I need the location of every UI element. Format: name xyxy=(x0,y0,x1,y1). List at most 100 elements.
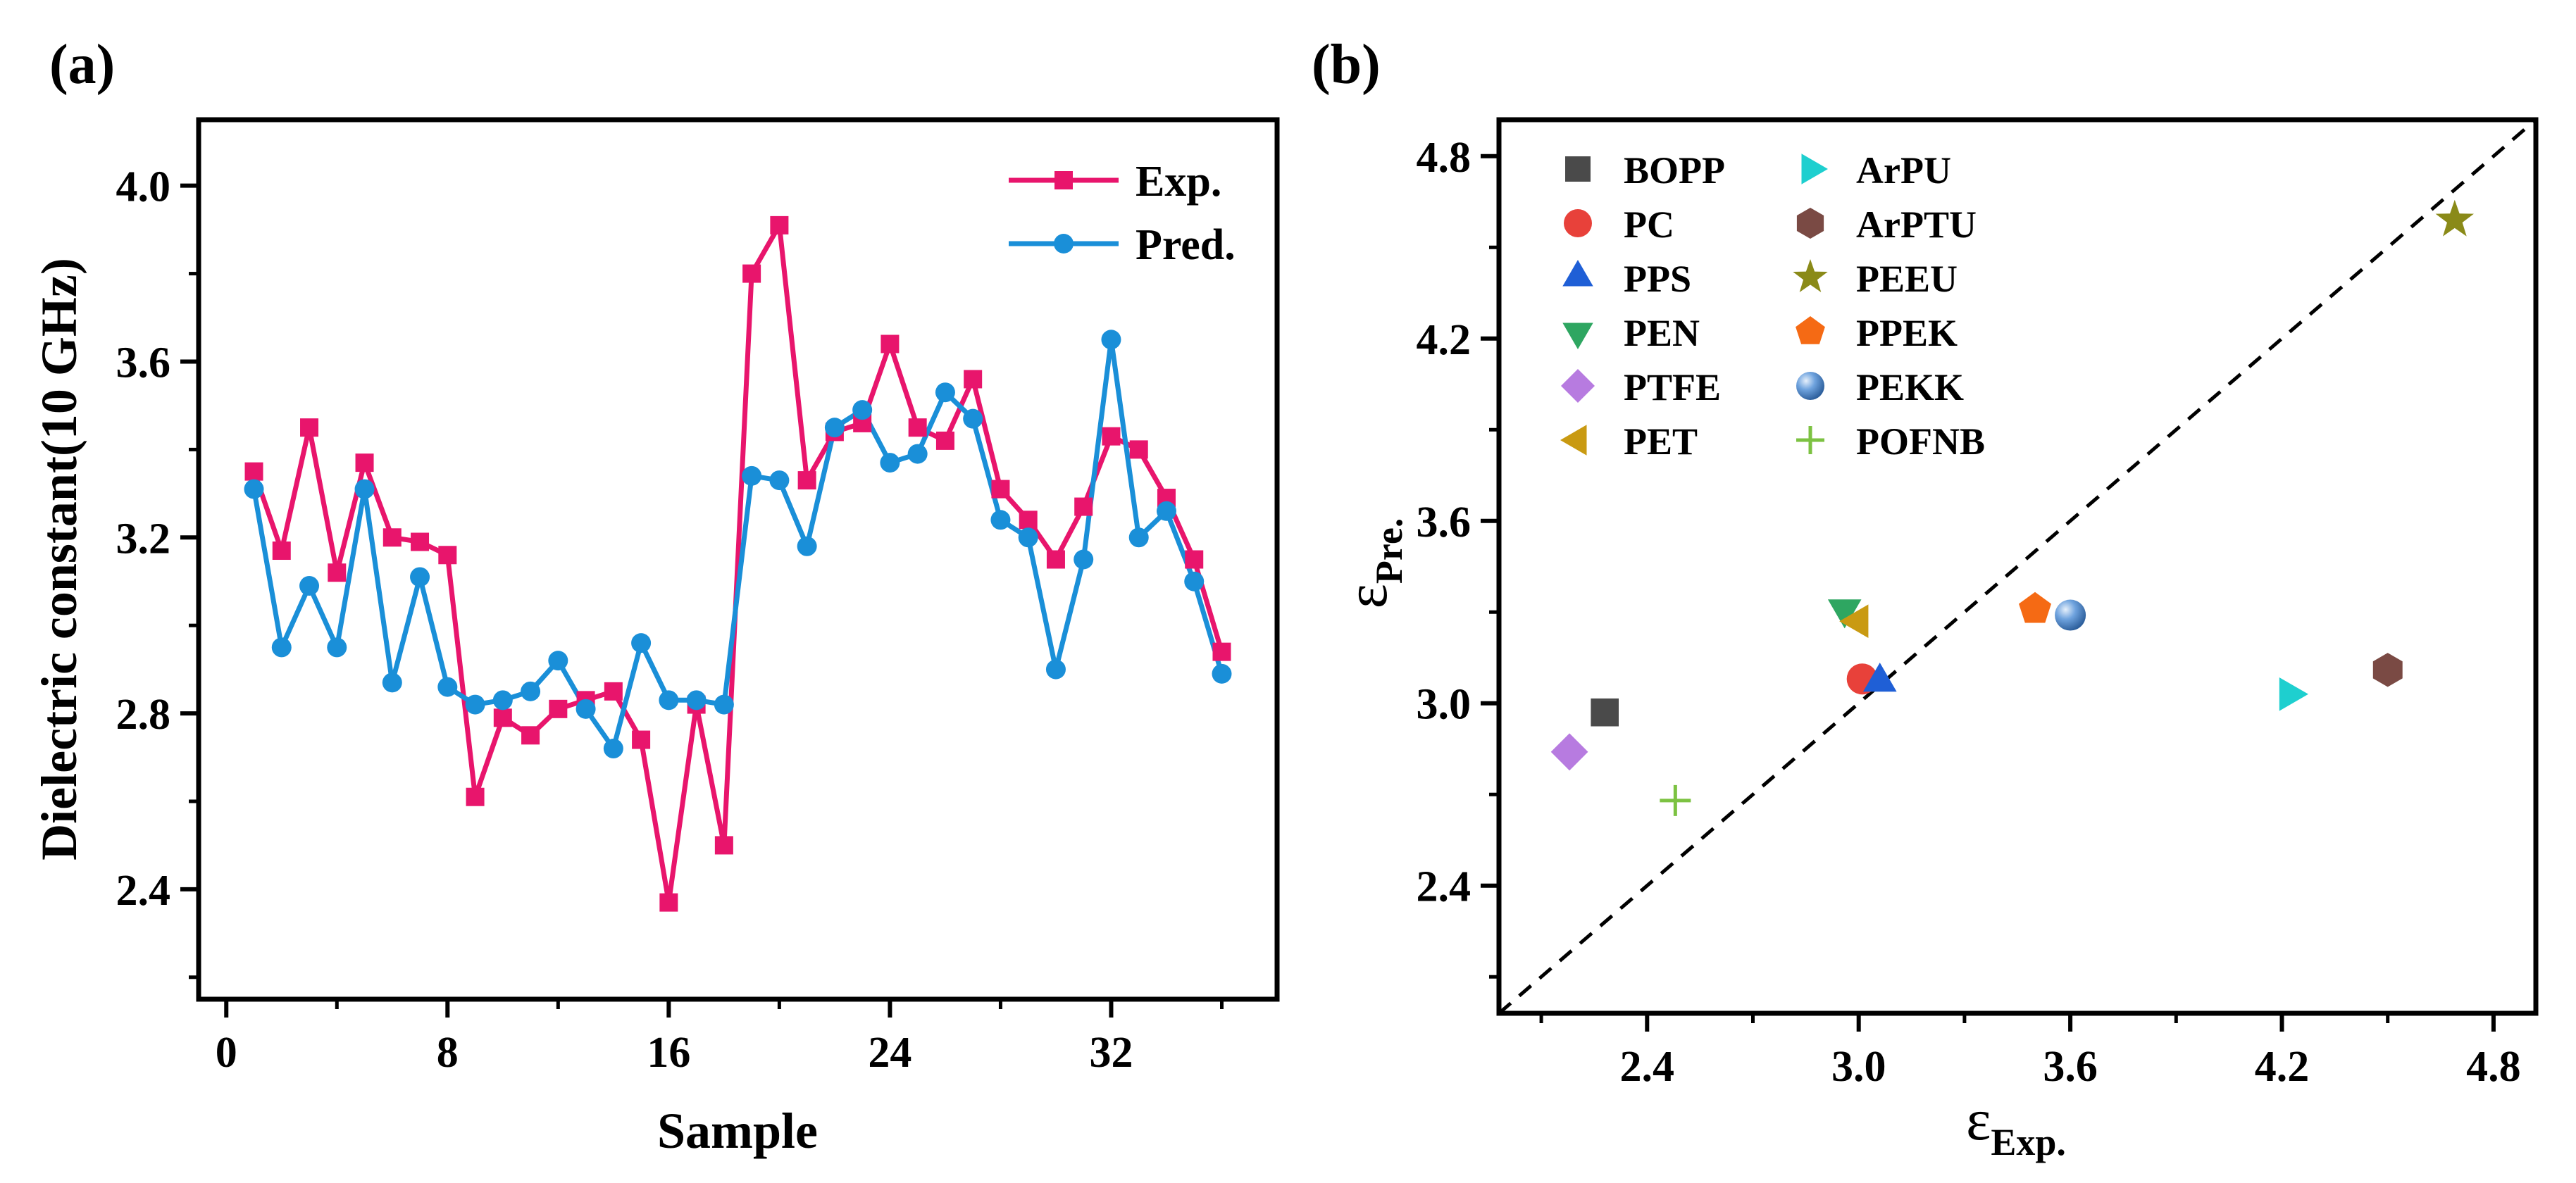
panel-b-ylabel: εPre. xyxy=(1334,518,1410,609)
point-exp xyxy=(991,480,1010,499)
legend-label-arptu: ArPTU xyxy=(1856,204,1977,246)
legend-label-bopp: BOPP xyxy=(1624,149,1725,192)
point-pred xyxy=(327,637,347,658)
y-tick-label: 2.4 xyxy=(116,867,171,915)
point-pred xyxy=(244,479,264,499)
point-exp xyxy=(521,726,540,745)
point-exp xyxy=(770,215,789,234)
panel-a-legend: Exp. Pred. xyxy=(1009,158,1236,269)
legend-marker-pc xyxy=(1564,209,1592,237)
point-pred xyxy=(548,651,568,671)
series-line-pred xyxy=(251,337,1224,751)
legend-label-peeu: PEEU xyxy=(1856,258,1958,300)
point-pred xyxy=(990,510,1011,530)
point-exp xyxy=(1074,497,1093,516)
legend-label: Exp. xyxy=(1135,158,1221,206)
legend-marker-pps xyxy=(1562,260,1593,287)
point-pred xyxy=(935,382,955,403)
point-pred xyxy=(714,694,734,715)
legend-label-arpu: ArPU xyxy=(1856,149,1951,192)
point-pps xyxy=(1862,663,1897,692)
x-tick-label: 32 xyxy=(1089,1029,1133,1077)
point-pred xyxy=(852,400,873,420)
point-pred xyxy=(271,637,292,658)
point-pred xyxy=(299,575,320,596)
panel-b-xlabel-main: ε xyxy=(1966,1087,1991,1153)
point-exp xyxy=(493,708,512,727)
point-exp xyxy=(908,418,927,437)
point-exp xyxy=(1129,440,1148,459)
panel-b-ylabel-main: ε xyxy=(1334,584,1400,608)
point-exp xyxy=(714,836,733,855)
point-exp xyxy=(881,334,900,353)
point-exp xyxy=(742,264,761,283)
point-pred xyxy=(1045,659,1066,680)
point-pred xyxy=(354,479,375,499)
legend-marker-ptfe xyxy=(1561,369,1595,403)
point-peeu xyxy=(2435,199,2474,237)
legend-label-ppek: PPEK xyxy=(1856,312,1958,354)
legend-marker-peeu xyxy=(1793,259,1828,292)
panel-a-xlabel: Sample xyxy=(657,1103,818,1159)
legend-marker xyxy=(1054,171,1073,189)
panel-b-ylabel-sub: Pre. xyxy=(1368,518,1410,584)
point-pred xyxy=(1101,330,1121,350)
y-tick-label: 3.2 xyxy=(116,515,171,563)
point-exp xyxy=(411,532,430,551)
point-exp xyxy=(797,471,816,490)
panel-b: (b) 2.4 3.0 3.6 4.2 4.82.43.03.64.24.8 εExp.… xyxy=(1312,34,2539,1163)
point-pred xyxy=(1074,549,1094,570)
legend-label-pet: PET xyxy=(1624,420,1698,463)
panel-a-axis-ticks: 0 8 16 24 32 2.4 2.8 3.2 3.6 4.0 xyxy=(116,163,1224,1077)
point-pred xyxy=(1018,527,1038,548)
point-pred xyxy=(659,690,679,711)
point-pred xyxy=(686,690,707,711)
point-pred xyxy=(575,699,596,719)
x-tick-label: 24 xyxy=(868,1029,911,1077)
panel-a-plot-frame xyxy=(196,117,1280,1002)
point-ptfe xyxy=(1550,733,1588,771)
y-tick-label: 4.2 xyxy=(1417,316,1471,364)
point-pen xyxy=(1827,599,1862,629)
legend-marker-ppek xyxy=(1796,316,1825,344)
point-pekk xyxy=(2055,599,2086,631)
point-exp xyxy=(964,370,983,389)
legend-label-pofnb: POFNB xyxy=(1856,420,1985,463)
point-exp xyxy=(632,730,651,749)
point-pred xyxy=(1128,527,1149,548)
point-exp xyxy=(935,431,954,450)
legend-label-pekk: PEKK xyxy=(1856,366,1964,408)
y-tick-label: 2.4 xyxy=(1417,863,1471,911)
point-pred xyxy=(1212,663,1232,684)
point-exp xyxy=(1019,511,1038,530)
point-exp xyxy=(549,699,568,718)
point-pred xyxy=(1184,571,1205,592)
point-exp xyxy=(604,682,623,701)
point-pred xyxy=(797,536,817,556)
panel-a-series xyxy=(244,215,1232,912)
point-exp xyxy=(244,462,263,481)
x-tick-label: 3.0 xyxy=(1831,1043,1886,1091)
point-exp xyxy=(1046,550,1065,569)
point-pet xyxy=(1839,604,1869,638)
point-exp xyxy=(466,787,485,806)
point-exp xyxy=(382,528,402,547)
point-ppek xyxy=(2019,592,2051,623)
panel-b-points xyxy=(1550,199,2474,816)
point-pred xyxy=(1156,501,1176,521)
point-pred xyxy=(880,453,900,473)
panel-b-legend: BOPP PC PPS PEN PTFE PET ArPU ArPTU PEEU PPEK PEKK… xyxy=(1560,149,1985,463)
panel-b-plot-frame xyxy=(1496,117,2539,1016)
identity-line xyxy=(1498,118,2537,1015)
point-arpu xyxy=(2279,677,2308,711)
x-tick-label: 8 xyxy=(437,1029,459,1077)
legend-label: Pred. xyxy=(1135,221,1236,269)
panel-b-xlabel: εExp. xyxy=(1966,1087,2066,1163)
point-exp xyxy=(1102,427,1121,446)
point-exp xyxy=(659,893,678,912)
x-tick-label: 3.6 xyxy=(2043,1043,2098,1091)
point-pred xyxy=(963,408,983,429)
point-exp xyxy=(355,453,374,472)
x-tick-label: 0 xyxy=(216,1029,237,1077)
point-pofnb xyxy=(1660,784,1691,816)
